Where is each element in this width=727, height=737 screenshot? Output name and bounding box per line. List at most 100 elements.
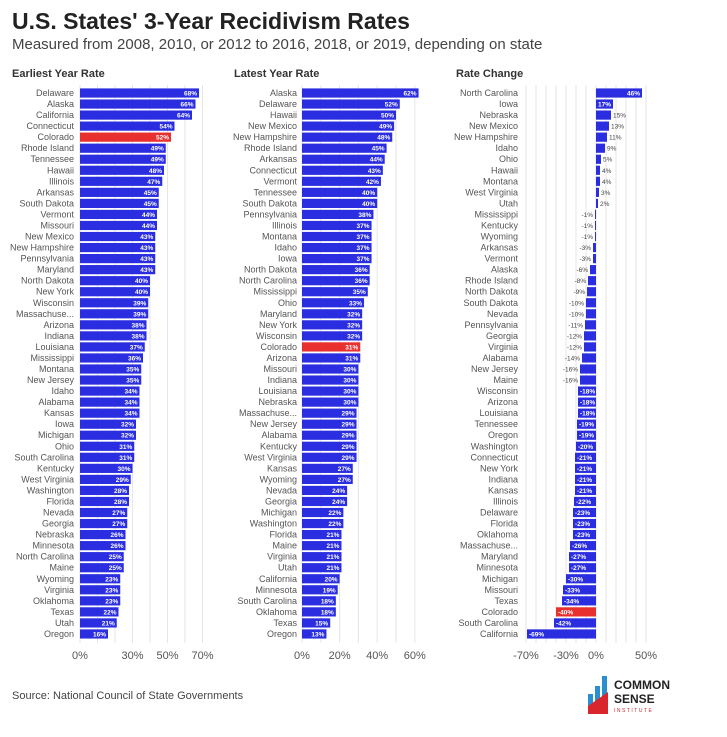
category-label: Utah [499,198,518,208]
data-label: -19% [579,422,594,429]
bar [302,187,378,197]
bar [80,574,121,584]
common-sense-institute-logo: COMMON SENSE INSTITUTE [588,676,670,714]
data-label: 32% [347,311,360,318]
bar [584,331,596,341]
data-label: 22% [328,510,341,517]
data-label: 23% [105,587,118,594]
category-label: Minnesota [32,541,74,551]
bar [80,143,166,153]
bar [302,154,385,164]
charts-area: 0% 30% 50% 70% Delaware 68% Alaska 66% Californi… [10,85,657,662]
bar [80,209,157,220]
data-label: 34% [124,400,137,407]
category-label: Louisiana [35,342,74,352]
data-label: 36% [128,355,141,362]
category-label: Wisconsin [477,386,518,396]
bar [302,618,331,628]
bar [80,485,129,496]
panel-title-change: Rate Change [456,68,524,80]
bar [80,287,150,297]
category-label: Connecticut [249,165,297,175]
data-label: 50% [381,113,394,120]
category-label: Georgia [486,331,518,341]
x-tick-label: 0% [588,650,604,662]
category-label: Massachuse... [16,309,74,319]
bar [593,254,596,264]
data-label: -40% [558,609,573,616]
x-tick-label: 0% [72,650,88,662]
data-label: 29% [342,411,355,418]
data-label: 37% [357,256,370,263]
bar [302,198,378,208]
bar [302,518,344,529]
category-label: Colorado [37,132,74,142]
bar [80,541,126,551]
bar [80,563,124,573]
bar [596,88,642,98]
category-label: Maine [493,375,518,385]
data-label: 39% [133,311,146,318]
bar [302,485,348,496]
data-label: -21% [577,477,592,484]
bar [302,220,372,231]
bar [596,143,605,153]
logo-text-3: INSTITUTE [614,708,653,714]
bar [80,607,119,617]
category-label: Tennessee [474,419,518,429]
bar [80,198,159,208]
bar [575,463,596,473]
data-label: 20% [325,576,338,583]
data-label: 28% [114,499,127,506]
category-label: Wisconsin [256,331,297,341]
bar [575,474,596,484]
category-label: Idaho [495,143,518,153]
data-label: -33% [565,587,580,594]
category-label: Wyoming [481,232,518,242]
data-label: -27% [571,554,586,561]
category-label: Michigan [38,430,74,440]
category-label: Pennsylvania [20,254,74,264]
data-label: 32% [347,322,360,329]
data-label: -34% [564,598,579,605]
data-label: 44% [142,212,155,219]
category-label: California [36,110,74,120]
data-label: 32% [121,422,134,429]
data-label: -19% [579,433,594,440]
x-tick-label: 60% [404,650,426,662]
category-label: Florida [46,496,74,506]
category-label: Kentucky [481,220,519,230]
category-label: Florida [490,519,518,529]
logo-text-1: COMMON [614,678,670,692]
category-label: Vermont [263,176,297,186]
category-label: Utah [55,618,74,628]
x-tick-label: 30% [121,650,143,662]
data-label: 43% [140,267,153,274]
category-label: Vermont [40,209,74,219]
category-label: Illinois [272,220,298,230]
data-label: 27% [338,466,351,473]
data-label: 37% [357,223,370,230]
bar [80,132,171,142]
data-label: 68% [184,91,197,98]
bar [302,563,342,573]
data-label: -14% [565,355,580,362]
category-label: Kansas [488,485,519,495]
data-label: 28% [114,488,127,495]
data-label: 35% [353,289,366,296]
category-label: Alabama [261,430,297,440]
bar [590,265,596,275]
bar [80,298,149,308]
category-label: New York [259,320,298,330]
category-label: New Mexico [25,232,74,242]
chart-title: U.S. States' 3-Year Recidivism Rates [12,8,410,34]
category-label: Massachuse... [239,408,297,418]
bar [577,419,596,429]
data-label: -1% [581,234,593,241]
data-label: 21% [326,532,339,539]
bar [527,629,596,639]
data-label: 37% [357,245,370,252]
bar [556,607,596,617]
data-label: 36% [355,278,368,285]
bar [596,176,600,186]
